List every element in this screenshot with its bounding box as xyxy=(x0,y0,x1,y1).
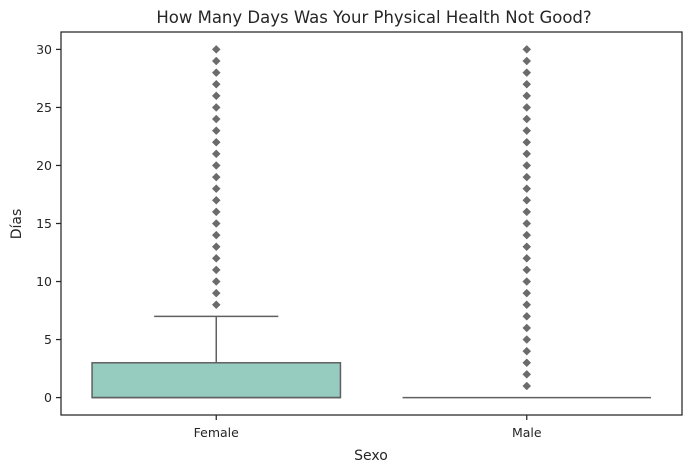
box-group-female xyxy=(91,45,342,399)
outlier-point xyxy=(522,149,532,159)
y-tick-label: 0 xyxy=(44,390,52,405)
outlier-point xyxy=(211,103,221,112)
outlier-point xyxy=(211,91,221,101)
outlier-point xyxy=(522,68,532,77)
outlier-point xyxy=(522,381,532,391)
outlier-point xyxy=(211,45,221,54)
outlier-point xyxy=(211,242,221,252)
outlier-point xyxy=(211,137,221,147)
outlier-point xyxy=(211,195,221,205)
box-group-male xyxy=(402,45,651,399)
x-tick-label: Female xyxy=(194,425,240,440)
outlier-point xyxy=(211,265,221,275)
plot-area xyxy=(91,45,651,399)
outlier-point xyxy=(522,370,532,379)
outlier-point xyxy=(522,103,532,112)
y-tick-label: 25 xyxy=(36,100,52,115)
outlier-point xyxy=(522,91,532,101)
outlier-point xyxy=(522,137,532,147)
outlier-point xyxy=(211,230,221,240)
outlier-point xyxy=(211,172,221,182)
outlier-point xyxy=(211,184,221,194)
outlier-point xyxy=(522,277,532,286)
outlier-point xyxy=(522,172,532,182)
outlier-point xyxy=(522,300,532,310)
outlier-point xyxy=(211,277,221,286)
outlier-point xyxy=(522,288,532,298)
x-axis-label: Sexo xyxy=(354,448,388,464)
outlier-point xyxy=(211,114,221,124)
outlier-point xyxy=(211,207,221,217)
outlier-point xyxy=(522,56,532,66)
outlier-point xyxy=(522,219,532,228)
outlier-point xyxy=(211,149,221,159)
x-axis: Female Male xyxy=(194,415,542,440)
outlier-point xyxy=(211,300,221,310)
y-tick-label: 10 xyxy=(36,274,52,289)
outlier-point xyxy=(522,230,532,240)
outlier-point xyxy=(211,79,221,89)
outlier-point xyxy=(522,311,532,321)
outlier-point xyxy=(522,195,532,205)
outlier-point xyxy=(211,56,221,66)
outlier-point xyxy=(522,114,532,124)
outlier-point xyxy=(522,184,532,194)
x-tick-label: Male xyxy=(512,425,542,440)
y-tick-label: 20 xyxy=(36,158,52,173)
y-axis: 0 5 10 15 20 25 30 xyxy=(36,42,61,405)
outlier-point xyxy=(522,335,532,344)
y-axis-label: Días xyxy=(9,209,25,240)
outlier-point xyxy=(522,161,532,170)
y-tick-label: 15 xyxy=(36,216,52,231)
y-tick-label: 5 xyxy=(44,332,52,347)
outlier-point xyxy=(522,346,532,356)
outlier-point xyxy=(522,265,532,275)
box-body xyxy=(91,362,342,399)
outlier-point xyxy=(211,288,221,298)
outlier-point xyxy=(522,207,532,217)
y-tick-label: 30 xyxy=(36,42,52,57)
outlier-point xyxy=(522,358,532,368)
outlier-point xyxy=(211,219,221,228)
outlier-point xyxy=(522,126,532,136)
outlier-point xyxy=(522,323,532,333)
outlier-point xyxy=(211,161,221,170)
plot-frame xyxy=(60,31,683,416)
outlier-point xyxy=(522,242,532,252)
outlier-point xyxy=(211,253,221,263)
outlier-point xyxy=(522,45,532,54)
outlier-point xyxy=(522,79,532,89)
chart-title: How Many Days Was Your Physical Health N… xyxy=(156,8,591,27)
outlier-point xyxy=(211,68,221,77)
outlier-point xyxy=(522,253,532,263)
outlier-point xyxy=(211,126,221,136)
